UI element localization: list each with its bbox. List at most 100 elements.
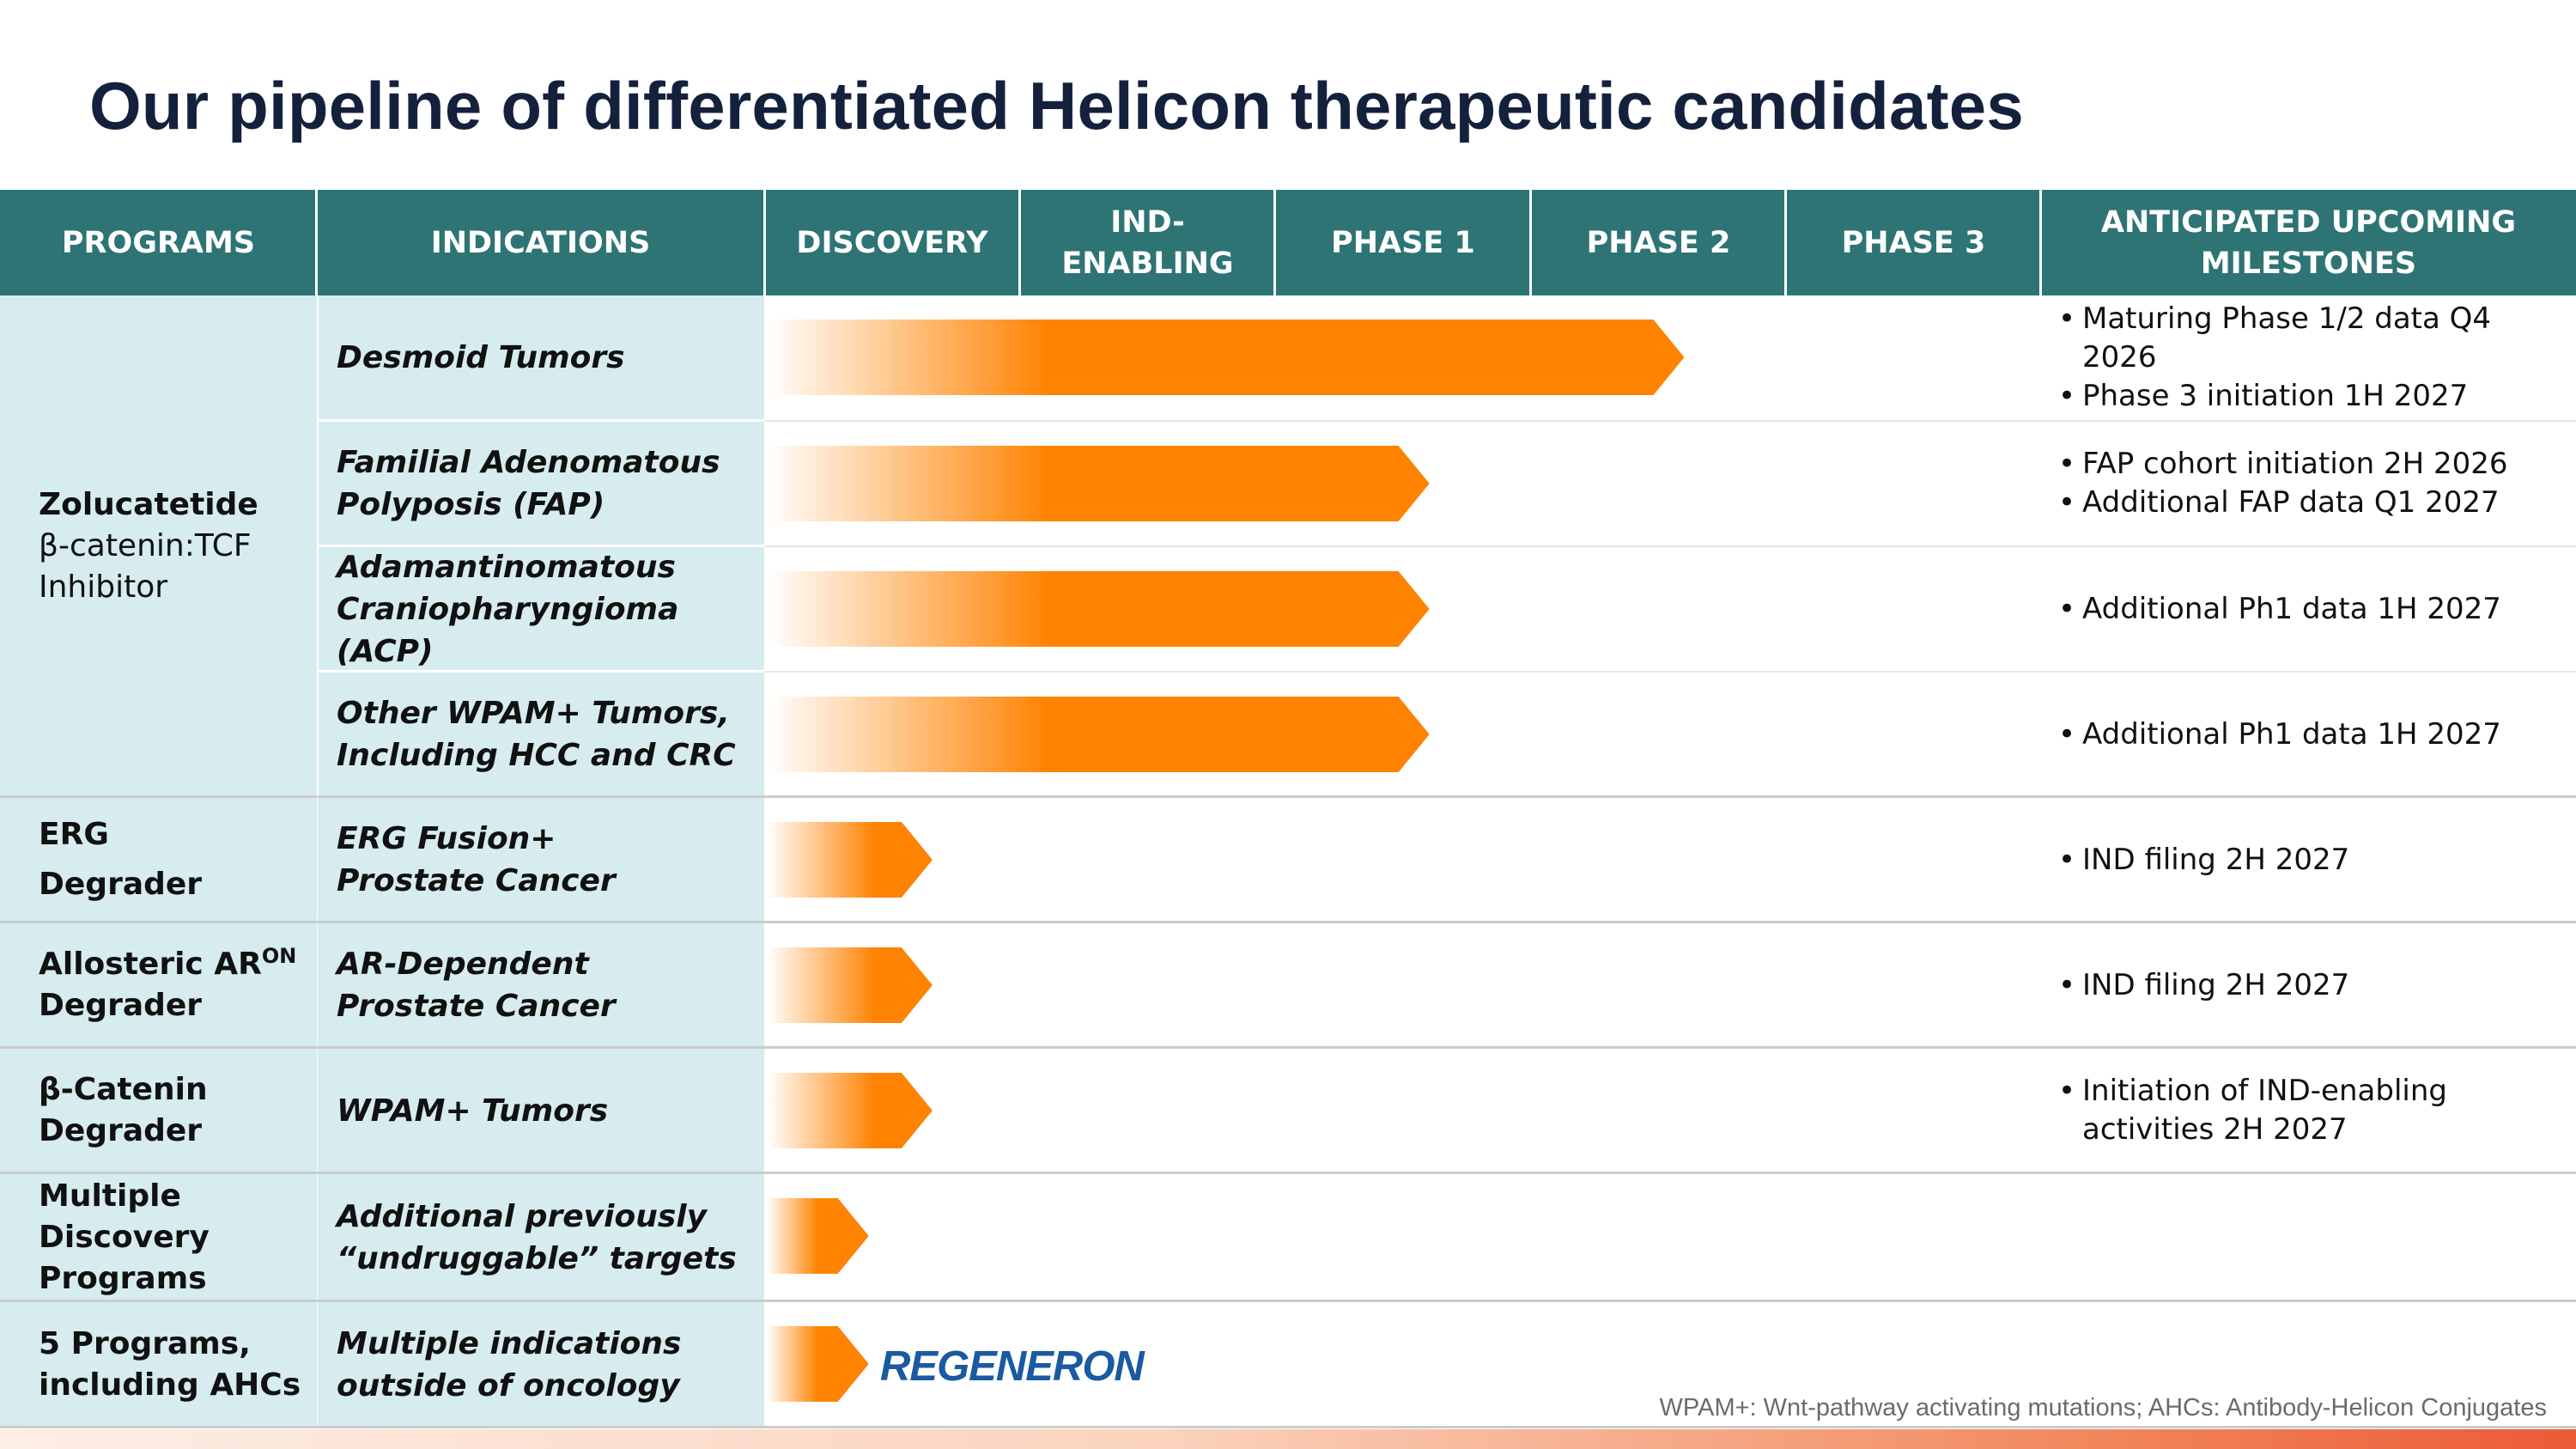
pipeline-bar-fade xyxy=(767,947,876,1023)
program-divider xyxy=(0,795,2576,798)
milestone-item: Additional Ph1 data 1H 2027 xyxy=(2057,715,2572,754)
row-divider xyxy=(318,670,764,673)
header-divider xyxy=(1529,190,1532,295)
milestone-item: Initiation of IND-enabling xyxy=(2057,1072,2572,1111)
pipeline-bar-arrow xyxy=(1049,320,1685,395)
program-divider xyxy=(0,921,2576,923)
row-divider xyxy=(318,545,764,547)
pipeline-bar xyxy=(767,1326,869,1402)
milestone-item: IND filing 2H 2027 xyxy=(2057,966,2572,1005)
pipeline-bar xyxy=(767,822,933,898)
pipeline-bar-arrow xyxy=(1049,571,1430,647)
milestone-item: Additional FAP data Q1 2027 xyxy=(2057,484,2572,522)
pipeline-bar xyxy=(767,446,1430,521)
milestone-item: FAP cohort initiation 2H 2026 xyxy=(2057,445,2572,484)
program-name: Degrader xyxy=(39,988,203,1023)
program-ahcs: 5 Programs, including AHCs xyxy=(0,1302,317,1427)
program-erg-degrader: ERG Degrader xyxy=(0,798,317,922)
pipeline-bar-fade xyxy=(767,822,876,898)
milestone-item-continued: activities 2H 2027 xyxy=(2082,1112,2348,1147)
program-name: Degrader xyxy=(39,1113,203,1148)
program-multiple-discovery: Multiple Discovery Programs xyxy=(0,1174,317,1300)
header-divider xyxy=(2039,190,2042,295)
milestones-cell: Initiation of IND-enabling activities 2H… xyxy=(2057,1049,2572,1172)
header-phase2: PHASE 2 xyxy=(1531,190,1786,295)
milestones-cell: Maturing Phase 1/2 data Q4 2026 Phase 3 … xyxy=(2057,295,2572,419)
pipeline-bar xyxy=(767,1198,869,1274)
program-beta-catenin-degrader: β-Catenin Degrader xyxy=(0,1049,317,1172)
indication-cell: AR-Dependent Prostate Cancer xyxy=(318,923,764,1047)
indication-cell: Other WPAM+ Tumors, Including HCC and CRC xyxy=(318,673,764,796)
page-title: Our pipeline of differentiated Helicon t… xyxy=(89,68,2024,143)
header-phase1: PHASE 1 xyxy=(1275,190,1531,295)
program-name: including AHCs xyxy=(39,1367,301,1403)
program-name: Multiple xyxy=(39,1178,181,1214)
footnote: WPAM+: Wnt-pathway activating mutations;… xyxy=(1659,1394,2547,1422)
program-name: Allosteric AR xyxy=(39,947,262,982)
header-divider xyxy=(1018,190,1021,295)
program-divider xyxy=(0,1172,2576,1174)
pipeline-bar xyxy=(767,571,1430,647)
milestones-cell: Additional Ph1 data 1H 2027 xyxy=(2057,673,2572,796)
row-divider xyxy=(318,419,764,422)
program-zolucatetide: Zolucatetide β-catenin:TCF Inhibitor xyxy=(0,295,317,796)
header-programs: PROGRAMS xyxy=(0,190,317,295)
pipeline-bar-fade xyxy=(767,320,1050,395)
pipeline-bar xyxy=(767,320,1685,395)
row-divider xyxy=(764,420,2576,422)
pipeline-bar-fade xyxy=(767,571,1050,647)
program-divider xyxy=(0,1046,2576,1049)
header-discovery: DISCOVERY xyxy=(764,190,1020,295)
milestones-cell: IND filing 2H 2027 xyxy=(2057,798,2572,922)
header-divider xyxy=(315,190,318,295)
milestones-cell: Additional Ph1 data 1H 2027 xyxy=(2057,547,2572,671)
indication-cell: WPAM+ Tumors xyxy=(318,1049,764,1172)
partner-logo-regeneron: REGENERON xyxy=(880,1343,1145,1390)
pipeline-bar-arrow xyxy=(1049,697,1430,772)
indication-cell: Adamantinomatous Craniopharyngioma (ACP) xyxy=(318,547,764,671)
pipeline-bar xyxy=(767,697,1430,772)
indication-cell: Familial Adenomatous Polyposis (FAP) xyxy=(318,422,764,545)
program-name: β-Catenin xyxy=(39,1072,208,1107)
header-indications: INDICATIONS xyxy=(317,190,764,295)
program-allosteric-ar-degrader: Allosteric ARON Degrader xyxy=(0,923,317,1047)
program-name: Zolucatetide xyxy=(39,486,258,522)
milestone-item: Maturing Phase 1/2 data Q4 2026 xyxy=(2057,300,2572,377)
program-name: Programs xyxy=(39,1260,207,1296)
program-target: β-catenin:TCF xyxy=(39,527,252,563)
pipeline-bar xyxy=(767,947,933,1023)
pipeline-bar xyxy=(767,1073,933,1148)
indication-cell: Desmoid Tumors xyxy=(318,295,764,419)
pipeline-bar-arrow xyxy=(874,1073,933,1148)
program-divider xyxy=(0,1426,2576,1428)
pipeline-bar-fade xyxy=(767,1198,818,1274)
program-divider xyxy=(0,1300,2576,1302)
pipeline-bar-arrow xyxy=(1049,446,1430,521)
pipeline-bar-fade xyxy=(767,1326,818,1402)
pipeline-bar-arrow xyxy=(874,822,933,898)
program-name: Degrader xyxy=(39,867,203,902)
header-divider xyxy=(763,190,766,295)
header-phase3: PHASE 3 xyxy=(1786,190,2041,295)
header-divider xyxy=(1273,190,1276,295)
row-divider xyxy=(764,545,2576,547)
indication-cell: Multiple indications outside of oncology xyxy=(318,1302,764,1427)
row-divider xyxy=(764,671,2576,673)
pipeline-bar-fade xyxy=(767,446,1050,521)
program-target: Inhibitor xyxy=(39,569,168,605)
pipeline-bar-fade xyxy=(767,697,1050,772)
pipeline-bar-fade xyxy=(767,1073,876,1148)
milestone-item: Phase 3 initiation 1H 2027 xyxy=(2057,377,2572,416)
pipeline-bar-arrow xyxy=(817,1326,869,1402)
column-divider xyxy=(317,295,319,796)
header-milestones: ANTICIPATED UPCOMING MILESTONES xyxy=(2041,190,2576,295)
program-superscript: ON xyxy=(261,944,297,968)
milestone-item: Additional Ph1 data 1H 2027 xyxy=(2057,590,2572,629)
indication-cell: ERG Fusion+ Prostate Cancer xyxy=(318,798,764,922)
program-name: 5 Programs, xyxy=(39,1325,251,1361)
bottom-accent-bar xyxy=(0,1429,2576,1449)
indication-cell: Additional previously “undruggable” targe… xyxy=(318,1174,764,1300)
program-name: ERG xyxy=(39,817,109,852)
pipeline-bar-arrow xyxy=(874,947,933,1023)
